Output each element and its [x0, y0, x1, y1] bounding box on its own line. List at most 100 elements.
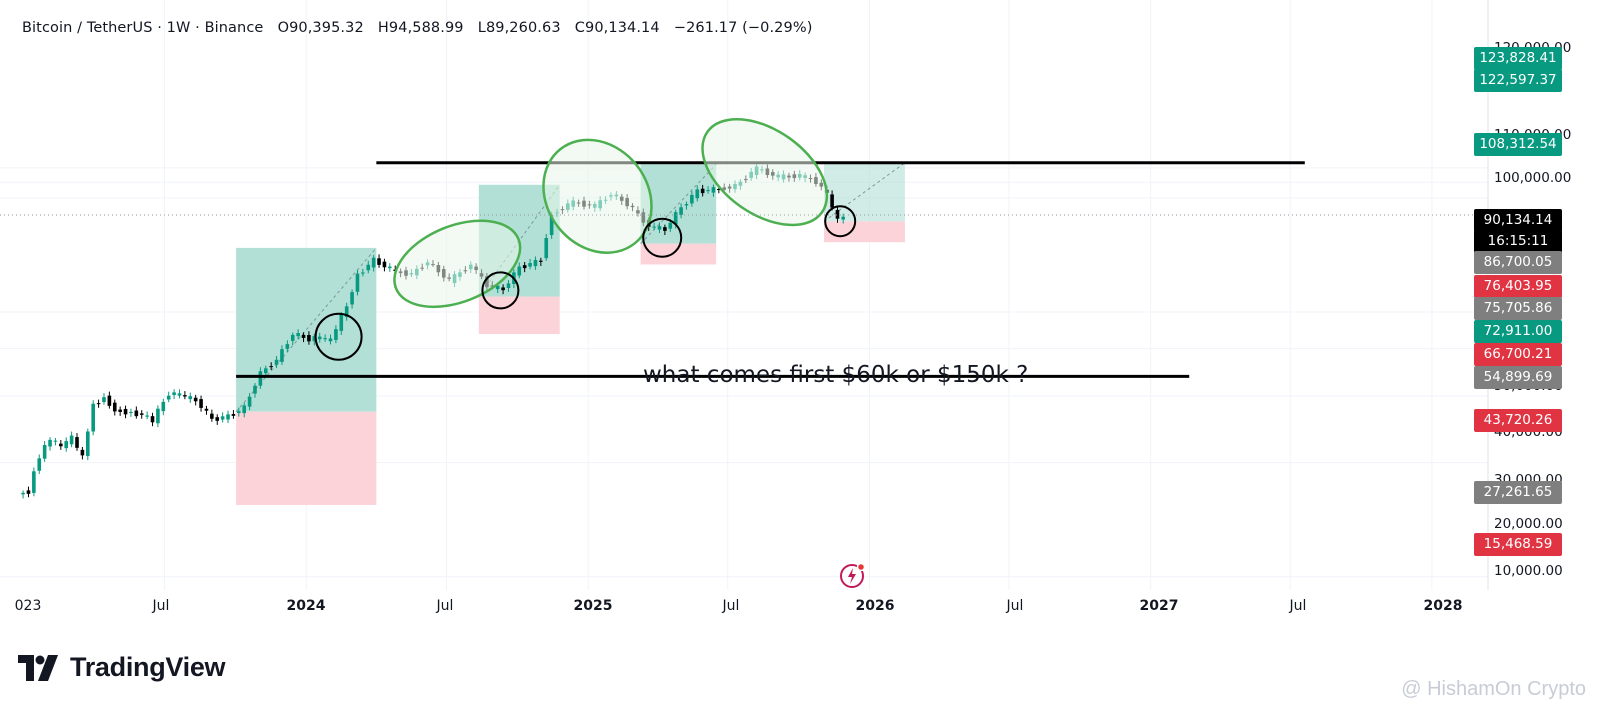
stop-zone [478, 296, 560, 335]
last-price-label: 90,134.14 [1474, 209, 1562, 232]
y-tick: 10,000.00 [1494, 563, 1563, 579]
x-tick: 2026 [855, 598, 895, 614]
candle-body [280, 349, 284, 362]
x-tick: 2028 [1423, 598, 1463, 614]
candle-body [307, 335, 311, 342]
candle-body [388, 266, 392, 269]
candle-body [501, 287, 505, 291]
candle-body [193, 397, 198, 402]
candle-body [673, 212, 678, 225]
symbol-name[interactable]: Bitcoin / TetherUS [22, 20, 153, 36]
x-tick: 2024 [286, 598, 326, 614]
highlight-ellipse [393, 219, 522, 309]
candle-body [242, 405, 247, 414]
candle-body [48, 439, 52, 447]
candle-body [717, 189, 721, 191]
x-tick: Jul [436, 598, 454, 614]
price-label: 108,312.54 [1474, 133, 1562, 156]
candle-body [172, 392, 176, 395]
candle-body [134, 410, 139, 417]
candle-body [366, 264, 371, 271]
candle-body [361, 272, 365, 274]
highlight-ellipse [542, 138, 653, 254]
candle-body [112, 402, 117, 412]
candle-body [215, 417, 220, 421]
candle-body [32, 471, 36, 493]
candle-body [522, 265, 527, 269]
chart-annotation-text: what comes first $60k or $150k ? [643, 362, 1029, 388]
highlight-circle [824, 205, 857, 238]
candle-body [312, 336, 317, 342]
x-tick: Jul [1006, 598, 1024, 614]
candle-body [263, 368, 268, 374]
candle-body [166, 395, 171, 400]
highlight-circle [642, 217, 683, 258]
candle-body [59, 443, 63, 447]
candle-body [652, 226, 656, 228]
candle-body [161, 401, 166, 412]
horizontal-lines [236, 161, 1305, 378]
candle-body [690, 194, 694, 204]
price-label: 76,403.95 [1474, 275, 1562, 298]
candle-body [118, 409, 122, 412]
candle-body [830, 194, 834, 208]
candle-body [156, 408, 160, 424]
candle-body [296, 333, 300, 337]
candle-body [684, 204, 689, 206]
candle-body [317, 336, 322, 340]
price-label: 43,720.26 [1474, 409, 1562, 432]
candle-body [706, 190, 710, 192]
x-tick: 023 [14, 598, 42, 614]
candle-body [695, 189, 700, 199]
bar-countdown-label: 16:15:11 [1474, 230, 1562, 253]
price-label: 54,899.69 [1474, 366, 1562, 389]
stop-zone [236, 411, 377, 505]
candle-body [26, 490, 31, 494]
ohlc-close: C90,134.14 [574, 20, 660, 36]
candle-body [679, 207, 683, 215]
candle-body [150, 416, 155, 423]
candle-body [269, 366, 273, 368]
projection-line [823, 162, 906, 222]
price-label: 86,700.05 [1474, 251, 1562, 274]
candle-body [339, 314, 344, 331]
symbol-header: Bitcoin / TetherUS · 1W · Binance O90,39… [22, 20, 813, 36]
highlight-ellipse [701, 117, 829, 227]
price-label: 75,705.86 [1474, 297, 1562, 320]
stop-zone [640, 243, 717, 265]
candle-body [226, 414, 230, 420]
price-label: 122,597.37 [1474, 69, 1562, 92]
candle-body [220, 416, 225, 420]
candle-body [517, 266, 522, 276]
candle-body [657, 226, 662, 230]
candle-body [841, 216, 845, 220]
x-tick: Jul [1289, 598, 1307, 614]
bolt-icon[interactable] [838, 560, 868, 595]
exchange: Binance [204, 20, 264, 36]
price-label: 66,700.21 [1474, 343, 1562, 366]
candle-body [258, 371, 263, 386]
tradingview-logo: TradingView [18, 652, 226, 683]
candle-body [274, 359, 279, 365]
candle-body [237, 411, 241, 414]
ohlc-low: L89,260.63 [477, 20, 561, 36]
highlight-circle [314, 312, 363, 361]
candle-body [301, 334, 306, 338]
candle-body [42, 444, 47, 459]
candle-body [355, 273, 360, 292]
annotations [314, 117, 857, 361]
candle-body [183, 395, 187, 397]
candle-body [64, 441, 69, 449]
candle-body [96, 403, 101, 405]
interval[interactable]: 1W [166, 20, 191, 36]
candle-body [285, 344, 290, 349]
candle-body [69, 435, 74, 445]
candle-body [323, 338, 327, 340]
ohlc-high: H94,588.99 [377, 20, 464, 36]
candle-body [290, 334, 295, 341]
candle-body [334, 329, 338, 340]
candle-body [350, 292, 354, 305]
candle-body [53, 440, 58, 442]
candle-body [85, 431, 90, 456]
